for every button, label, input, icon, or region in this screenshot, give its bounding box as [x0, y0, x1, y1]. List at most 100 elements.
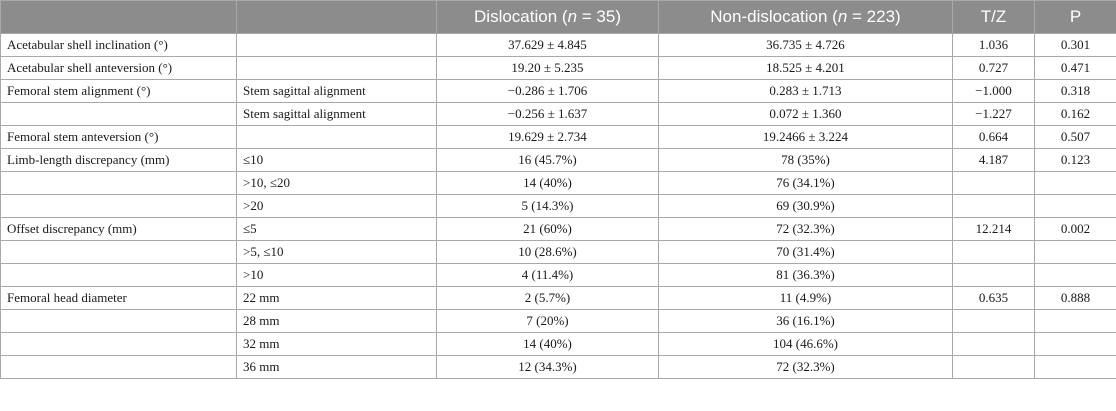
table-row: >5, ≤10 10 (28.6%) 70 (31.4%) [0, 240, 1116, 264]
cell-p: 0.471 [1034, 56, 1116, 80]
cell-non-dislocation: 0.283 ± 1.713 [658, 79, 953, 103]
cell-tz [952, 171, 1035, 195]
cell-tz [952, 194, 1035, 218]
row-label: Femoral stem anteversion (°) [0, 125, 237, 149]
cell-tz: 12.214 [952, 217, 1035, 241]
row-subgroup [236, 56, 437, 80]
cell-p: 0.123 [1034, 148, 1116, 172]
cell-tz: 1.036 [952, 33, 1035, 57]
row-label: Femoral head diameter [0, 286, 237, 310]
table-row: Femoral head diameter 22 mm 2 (5.7%) 11 (4.… [0, 286, 1116, 310]
row-label: Limb-length discrepancy (mm) [0, 148, 237, 172]
row-label [0, 309, 237, 333]
row-label [0, 332, 237, 356]
cell-tz: 0.635 [952, 286, 1035, 310]
row-label: Femoral stem alignment (°) [0, 79, 237, 103]
cell-tz [952, 332, 1035, 356]
cell-dislocation: 14 (40%) [436, 171, 659, 195]
header-variable [0, 0, 237, 34]
table-row: 28 mm 7 (20%) 36 (16.1%) [0, 309, 1116, 333]
row-subgroup: >10, ≤20 [236, 171, 437, 195]
header-non-dislocation-n-symbol: n [837, 7, 848, 26]
comparison-table: Dislocation (n = 35) Non-dislocation (n … [0, 0, 1116, 379]
row-subgroup: ≤10 [236, 148, 437, 172]
table-row: Limb-length discrepancy (mm) ≤10 16 (45.7%… [0, 148, 1116, 172]
row-label [0, 171, 237, 195]
row-label: Acetabular shell anteversion (°) [0, 56, 237, 80]
row-subgroup [236, 33, 437, 57]
header-subgroup [236, 0, 437, 34]
cell-tz: −1.000 [952, 79, 1035, 103]
table-row: Stem sagittal alignment −0.256 ± 1.637 0.0… [0, 102, 1116, 126]
cell-tz [952, 309, 1035, 333]
table-row: >10, ≤20 14 (40%) 76 (34.1%) [0, 171, 1116, 195]
header-dislocation: Dislocation (n = 35) [436, 0, 659, 34]
cell-non-dislocation: 19.2466 ± 3.224 [658, 125, 953, 149]
table-row: Femoral stem alignment (°) Stem sagittal … [0, 79, 1116, 103]
cell-non-dislocation: 69 (30.9%) [658, 194, 953, 218]
cell-non-dislocation: 81 (36.3%) [658, 263, 953, 287]
cell-non-dislocation: 78 (35%) [658, 148, 953, 172]
table-row: >10 4 (11.4%) 81 (36.3%) [0, 263, 1116, 287]
row-label [0, 240, 237, 264]
header-non-dislocation-label: Non-dislocation ( [710, 7, 838, 26]
table-row: Femoral stem anteversion (°) 19.629 ± 2.7… [0, 125, 1116, 149]
cell-p [1034, 263, 1116, 287]
header-dislocation-n-symbol: n [567, 7, 578, 26]
row-subgroup: 32 mm [236, 332, 437, 356]
cell-dislocation: −0.286 ± 1.706 [436, 79, 659, 103]
cell-p [1034, 194, 1116, 218]
header-dislocation-n-value: = 35) [577, 7, 621, 26]
header-non-dislocation: Non-dislocation (n = 223) [658, 0, 953, 34]
cell-non-dislocation: 36 (16.1%) [658, 309, 953, 333]
row-subgroup: 28 mm [236, 309, 437, 333]
cell-tz [952, 263, 1035, 287]
header-p: P [1034, 0, 1116, 34]
row-subgroup: 36 mm [236, 355, 437, 379]
cell-p [1034, 355, 1116, 379]
cell-tz: −1.227 [952, 102, 1035, 126]
cell-non-dislocation: 70 (31.4%) [658, 240, 953, 264]
cell-tz [952, 355, 1035, 379]
row-subgroup: >5, ≤10 [236, 240, 437, 264]
table-row: Acetabular shell inclination (°) 37.629 ±… [0, 33, 1116, 57]
cell-p: 0.888 [1034, 286, 1116, 310]
header-non-dislocation-n-value: = 223) [847, 7, 901, 26]
cell-dislocation: 5 (14.3%) [436, 194, 659, 218]
row-label: Offset discrepancy (mm) [0, 217, 237, 241]
header-dislocation-label: Dislocation ( [474, 7, 568, 26]
cell-dislocation: 4 (11.4%) [436, 263, 659, 287]
cell-tz: 0.664 [952, 125, 1035, 149]
cell-dislocation: −0.256 ± 1.637 [436, 102, 659, 126]
row-label [0, 194, 237, 218]
cell-p [1034, 240, 1116, 264]
cell-dislocation: 7 (20%) [436, 309, 659, 333]
cell-dislocation: 37.629 ± 4.845 [436, 33, 659, 57]
cell-p [1034, 171, 1116, 195]
table-row: >20 5 (14.3%) 69 (30.9%) [0, 194, 1116, 218]
cell-p: 0.162 [1034, 102, 1116, 126]
row-subgroup [236, 125, 437, 149]
cell-dislocation: 12 (34.3%) [436, 355, 659, 379]
row-label: Acetabular shell inclination (°) [0, 33, 237, 57]
table-row: 32 mm 14 (40%) 104 (46.6%) [0, 332, 1116, 356]
table-body: Acetabular shell inclination (°) 37.629 ±… [0, 33, 1116, 379]
cell-non-dislocation: 0.072 ± 1.360 [658, 102, 953, 126]
cell-p: 0.507 [1034, 125, 1116, 149]
cell-tz: 4.187 [952, 148, 1035, 172]
cell-non-dislocation: 76 (34.1%) [658, 171, 953, 195]
row-subgroup: Stem sagittal alignment [236, 102, 437, 126]
cell-p: 0.318 [1034, 79, 1116, 103]
table-row: Offset discrepancy (mm) ≤5 21 (60%) 72 (32.… [0, 217, 1116, 241]
cell-non-dislocation: 104 (46.6%) [658, 332, 953, 356]
row-label [0, 355, 237, 379]
cell-non-dislocation: 18.525 ± 4.201 [658, 56, 953, 80]
cell-tz [952, 240, 1035, 264]
row-subgroup: 22 mm [236, 286, 437, 310]
header-tz: T/Z [952, 0, 1035, 34]
cell-non-dislocation: 72 (32.3%) [658, 355, 953, 379]
cell-non-dislocation: 72 (32.3%) [658, 217, 953, 241]
cell-dislocation: 21 (60%) [436, 217, 659, 241]
cell-dislocation: 2 (5.7%) [436, 286, 659, 310]
row-subgroup: ≤5 [236, 217, 437, 241]
